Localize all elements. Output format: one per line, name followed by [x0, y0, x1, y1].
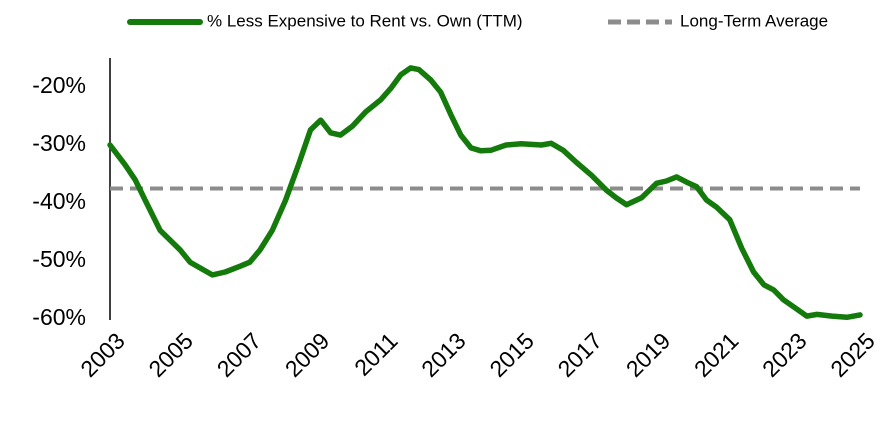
x-tick-label: 2019: [621, 327, 676, 382]
data-line: [107, 65, 863, 321]
x-tick-label: 2021: [689, 327, 744, 382]
legend-label: Long-Term Average: [680, 11, 828, 30]
x-tick-label: 2003: [75, 327, 130, 382]
x-tick-label: 2007: [212, 327, 267, 382]
legend-label: % Less Expensive to Rent vs. Own (TTM): [207, 11, 523, 30]
x-tick-label: 2023: [757, 327, 812, 382]
y-tick-label: -30%: [32, 130, 86, 156]
x-tick-label: 2015: [484, 327, 539, 382]
y-tick-label: -20%: [32, 72, 86, 98]
x-tick-label: 2017: [553, 327, 608, 382]
x-tick-label: 2025: [825, 327, 877, 382]
y-tick-label: -60%: [32, 304, 86, 330]
x-tick-label: 2009: [280, 327, 335, 382]
y-tick-label: -50%: [32, 246, 86, 272]
x-tick-label: 2005: [143, 327, 198, 382]
x-tick-label: 2011: [349, 327, 402, 380]
x-tick-label: 2013: [416, 327, 471, 382]
y-tick-label: -40%: [32, 188, 86, 214]
